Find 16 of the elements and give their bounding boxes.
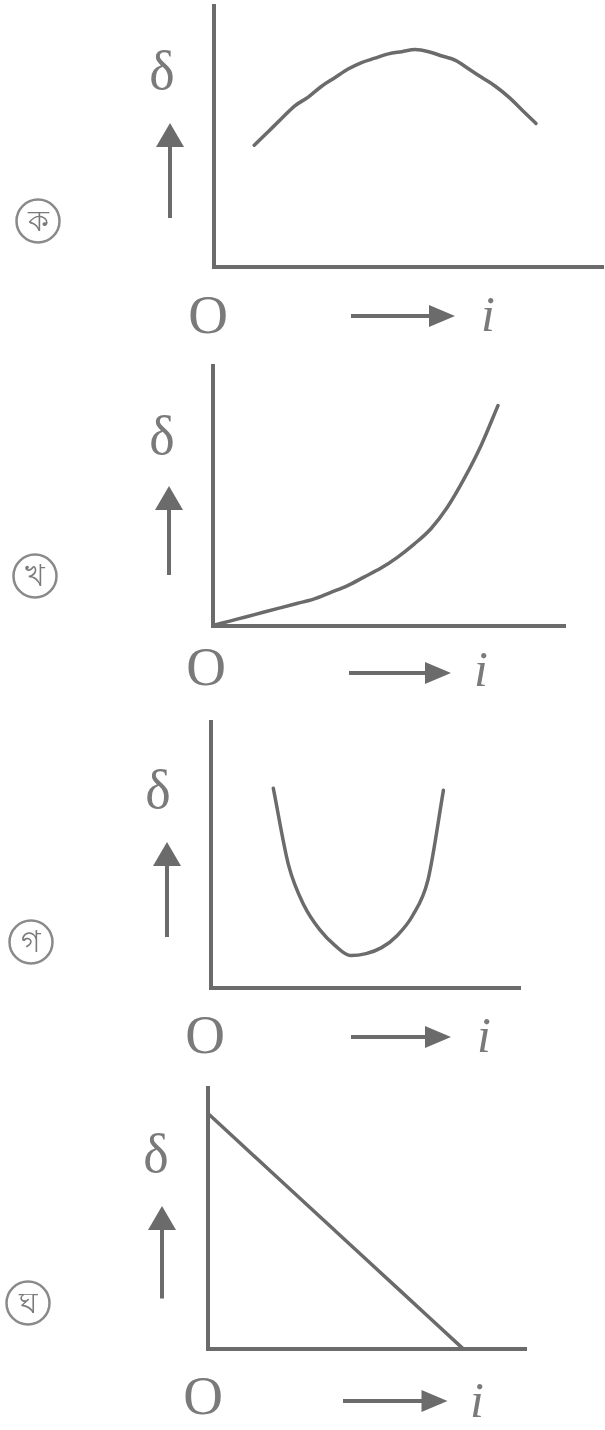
text: ঘ xyxy=(18,1285,38,1320)
text: খ xyxy=(25,558,45,593)
text: O xyxy=(183,1364,223,1426)
x-axis-title: i xyxy=(470,1372,484,1428)
x-axis-title: i xyxy=(474,641,488,697)
y-axis-title: δ xyxy=(149,406,175,466)
x-axis-title: i xyxy=(477,1007,491,1063)
text: O xyxy=(185,1003,225,1065)
text: ক xyxy=(27,203,49,238)
text: O xyxy=(188,283,228,345)
y-axis-title: δ xyxy=(143,1124,169,1184)
y-axis-title: δ xyxy=(149,41,175,101)
x-axis-title: i xyxy=(481,286,495,342)
y-axis-title: δ xyxy=(145,760,171,820)
text: O xyxy=(186,635,226,697)
text: গ xyxy=(21,924,41,959)
